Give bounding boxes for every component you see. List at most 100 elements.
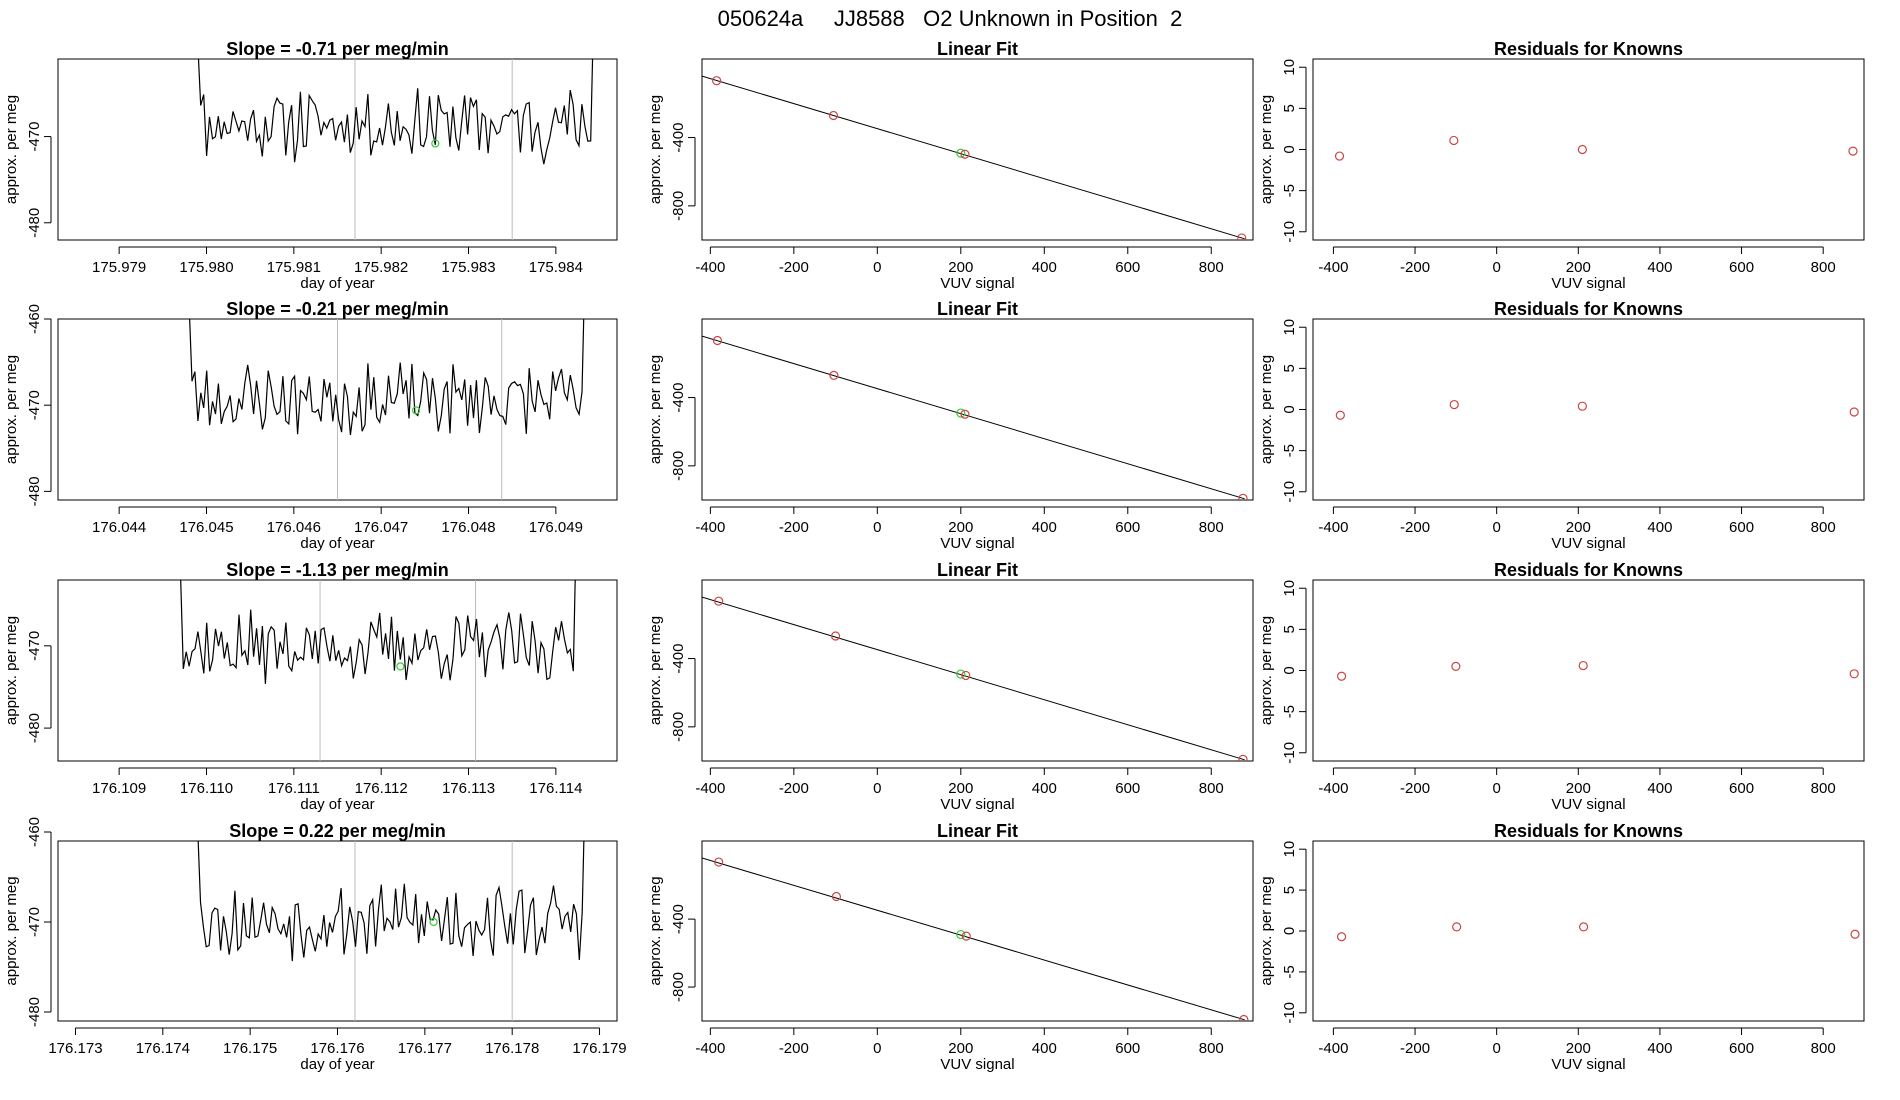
- chart-5-y-tick-label: -800: [670, 191, 687, 221]
- chart-12-y-tick-label: -10: [1281, 1002, 1298, 1024]
- chart-7-x-tick-label: 800: [1199, 780, 1224, 797]
- chart-2-x-tick-label: 176.046: [267, 519, 321, 536]
- chart-6-known-point: [960, 409, 970, 419]
- chart-6-x-axis-label: VUV signal: [940, 535, 1014, 552]
- chart-5-x-tick-label: 400: [1032, 259, 1057, 276]
- chart-5: Linear Fit -400 -200 0 200 400 600 800 VUV signa…: [647, 39, 1254, 292]
- chart-5-known-point: [1237, 233, 1247, 240]
- chart-10-x-tick-label: -200: [1400, 519, 1430, 536]
- chart-9-x-tick-label: 200: [1566, 259, 1591, 276]
- chart-3-x-tick-label: 176.112: [355, 780, 408, 797]
- chart-4-x-tick-label: 176.178: [485, 1040, 539, 1057]
- chart-7-fit-line: [702, 596, 1245, 761]
- chart-6-fit-line: [702, 335, 1245, 500]
- chart-4-unknown-point: [429, 917, 438, 927]
- chart-1-y-tick-label: -480: [26, 208, 43, 238]
- chart-10-x-tick-label: 400: [1647, 519, 1672, 536]
- chart-4-data-layer: [197, 841, 585, 1021]
- panels: Slope = -0.71 per meg/min 175.979 175.980 1…: [3, 39, 1865, 1073]
- chart-5-x-tick-label: 200: [948, 259, 973, 276]
- chart-6-y-axis-label: approx. per meg: [647, 355, 664, 464]
- chart-5-x-tick-label: 600: [1115, 259, 1140, 276]
- chart-10-y-tick-label: 0: [1281, 405, 1298, 413]
- chart-8-plot-frame: [701, 840, 1254, 1022]
- chart-7: Linear Fit -400 -200 0 200 400 600 800 VUV signa…: [647, 560, 1254, 813]
- chart-3-y-tick-label: -470: [26, 631, 43, 661]
- chart-10-y-tick-label: 5: [1281, 364, 1298, 372]
- chart-7-x-tick-label: 200: [948, 780, 973, 797]
- chart-4-y-tick-label: -470: [26, 907, 43, 937]
- chart-11-x-tick-label: 800: [1811, 780, 1836, 797]
- chart-10-plot-frame: [1312, 318, 1865, 501]
- chart-7-known-point: [714, 596, 724, 606]
- chart-10-x-tick-label: -400: [1318, 519, 1348, 536]
- chart-5-x-axis-label: VUV signal: [940, 275, 1014, 292]
- chart-7-data-layer: [702, 596, 1248, 761]
- chart-2-y-axis-label: approx. per meg: [3, 355, 20, 464]
- chart-9-data-layer: [1334, 135, 1858, 161]
- chart-4-y-tick-label: -460: [26, 817, 43, 847]
- chart-6-x-tick-label: 600: [1115, 519, 1140, 536]
- chart-11-y-axis-label: approx. per meg: [1258, 616, 1275, 725]
- chart-8-data-layer: [702, 857, 1249, 1021]
- chart-1-x-tick-label: 175.980: [179, 259, 233, 276]
- chart-8-known-point: [831, 891, 842, 902]
- chart-7-x-tick-label: 0: [873, 780, 881, 797]
- chart-8-known-point: [961, 931, 971, 941]
- chart-4-title: Slope = 0.22 per meg/min: [229, 821, 446, 841]
- chart-11-data-layer: [1336, 660, 1859, 681]
- chart-8-y-axis-label: approx. per meg: [647, 876, 664, 985]
- chart-7-x-axis-label: VUV signal: [940, 796, 1014, 813]
- chart-1-x-tick-label: 175.981: [267, 259, 321, 276]
- chart-12-x-tick-label: 600: [1729, 1040, 1754, 1057]
- chart-1-x-axis-label: day of year: [300, 275, 374, 292]
- chart-6-x-tick-label: 800: [1199, 519, 1224, 536]
- chart-11-y-tick-label: 0: [1281, 666, 1298, 674]
- chart-1: Slope = -0.71 per meg/min 175.979 175.980 1…: [3, 39, 618, 292]
- chart-4-x-tick-label: 176.177: [398, 1040, 452, 1057]
- chart-6-x-tick-label: 0: [873, 519, 881, 536]
- chart-1-title: Slope = -0.71 per meg/min: [226, 39, 449, 59]
- chart-6-x-tick-label: 200: [948, 519, 973, 536]
- chart-5-known-point: [712, 76, 722, 86]
- chart-7-x-tick-label: 600: [1115, 780, 1140, 797]
- chart-7-x-tick-label: -400: [695, 780, 725, 797]
- chart-9-y-tick-label: 0: [1281, 145, 1298, 153]
- chart-6-unknown-point: [956, 408, 966, 418]
- chart-5-y-tick-label: -400: [670, 123, 687, 153]
- chart-10-x-tick-label: 200: [1566, 519, 1591, 536]
- chart-10-x-tick-label: 600: [1729, 519, 1754, 536]
- chart-8-known-point: [714, 857, 724, 867]
- chart-12-x-tick-label: 400: [1647, 1040, 1672, 1057]
- chart-3-y-axis-label: approx. per meg: [3, 616, 20, 725]
- chart-11-known-point: [1578, 660, 1588, 671]
- chart-3-plot-frame: [57, 579, 618, 762]
- chart-11-known-point: [1336, 671, 1347, 681]
- chart-12-data-layer: [1336, 922, 1860, 942]
- chart-10-y-tick-label: 10: [1281, 319, 1298, 336]
- chart-12-y-tick-label: 5: [1281, 886, 1298, 894]
- chart-6-y-tick-label: -400: [670, 383, 687, 413]
- chart-9: Residuals for Knowns -400 -200 0 200 400 600 80…: [1258, 39, 1865, 292]
- chart-11-known-point: [1849, 669, 1859, 679]
- chart-11-y-tick-label: -10: [1281, 742, 1298, 764]
- chart-5-x-tick-label: 0: [873, 259, 881, 276]
- chart-3-x-tick-label: 176.114: [529, 780, 582, 797]
- chart-8: Linear Fit -400 -200 0 200 400 600 800 VUV signa…: [647, 821, 1254, 1073]
- chart-12-y-tick-label: 0: [1281, 927, 1298, 935]
- chart-4-x-tick-label: 176.179: [572, 1040, 626, 1057]
- chart-2-x-tick-label: 176.048: [441, 519, 495, 536]
- chart-9-y-tick-label: 5: [1281, 104, 1298, 112]
- chart-4-plot-frame: [57, 840, 618, 1022]
- chart-8-y-tick-label: -400: [670, 904, 687, 934]
- chart-4-series-line: [197, 841, 585, 962]
- chart-2-data-layer: [189, 319, 585, 500]
- chart-1-x-tick-label: 175.979: [92, 259, 146, 276]
- chart-12-y-tick-label: 10: [1281, 841, 1298, 858]
- chart-4-x-axis-label: day of year: [300, 1056, 374, 1073]
- chart-1-x-tick-label: 175.984: [529, 259, 583, 276]
- chart-10-x-axis-label: VUV signal: [1551, 535, 1625, 552]
- chart-4-x-tick-label: 176.176: [310, 1040, 364, 1057]
- chart-2-y-tick-label: -480: [26, 476, 43, 506]
